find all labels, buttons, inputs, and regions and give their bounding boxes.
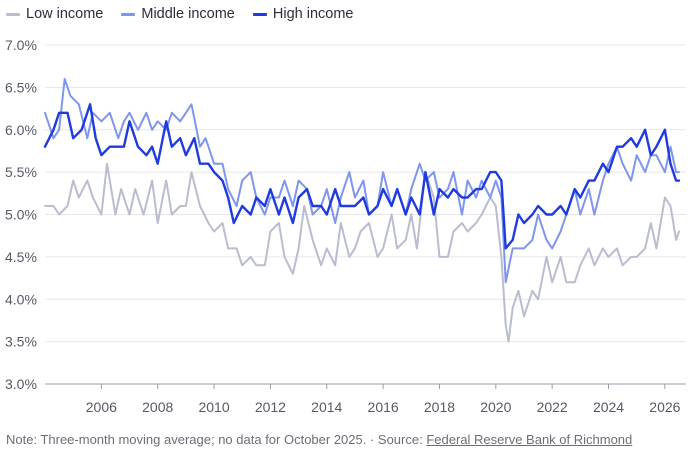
x-tick-label: 2020 (480, 399, 511, 415)
legend-item-high-income: High income (252, 6, 354, 22)
x-tick-label: 2022 (537, 399, 568, 415)
legend-swatch-low-income (6, 12, 20, 16)
y-tick-label: 7.0% (5, 37, 37, 53)
x-tick-label: 2014 (311, 399, 342, 415)
line-chart: 3.0% 3.5% 4.0% 4.5% 5.0% 5.5% 6.0% 6.5% 7.0% 200… (5, 37, 686, 415)
legend-item-middle-income: Middle income (121, 6, 235, 22)
grid-layer (45, 44, 686, 389)
series-layer (43, 77, 681, 343)
series-line-low-income (44, 162, 680, 343)
x-tick-label: 2012 (255, 399, 286, 415)
chart-footnote: Note: Three-month moving average; no dat… (6, 432, 632, 447)
x-axis-tick-labels: 2006 2008 2010 2012 2014 2016 2018 2020 2022 2024… (86, 399, 681, 415)
source-link[interactable]: Federal Reserve Bank of Richmond (426, 432, 633, 447)
legend-label-middle-income: Middle income (141, 6, 235, 22)
footnote-text: Note: Three-month moving average; no dat… (6, 432, 427, 447)
legend-swatch-high-income (252, 12, 267, 16)
y-axis-tick-labels: 3.0% 3.5% 4.0% 4.5% 5.0% 5.5% 6.0% 6.5% 7.0% (5, 37, 37, 392)
x-tick-label: 2024 (593, 399, 624, 415)
chart-legend: Low income Middle income High income (6, 6, 353, 22)
series-line-middle-income (44, 77, 680, 284)
y-tick-label: 4.0% (5, 291, 37, 307)
x-tick-label: 2016 (368, 399, 399, 415)
y-tick-label: 4.5% (5, 249, 37, 265)
x-tick-label: 2006 (86, 399, 117, 415)
y-tick-label: 6.0% (5, 122, 37, 138)
legend-item-low-income: Low income (6, 6, 103, 22)
legend-swatch-middle-income (121, 12, 136, 16)
x-tick-label: 2026 (649, 399, 680, 415)
x-tick-label: 2010 (198, 399, 229, 415)
y-tick-label: 3.0% (5, 376, 37, 392)
series-line-high-income (43, 103, 681, 250)
legend-label-low-income: Low income (26, 6, 104, 22)
y-tick-label: 6.5% (5, 79, 37, 95)
y-tick-label: 3.5% (5, 334, 37, 350)
y-tick-label: 5.5% (5, 164, 37, 180)
y-tick-label: 5.0% (5, 207, 37, 223)
x-tick-label: 2008 (142, 399, 173, 415)
legend-label-high-income: High income (272, 6, 354, 22)
x-tick-label: 2018 (424, 399, 455, 415)
